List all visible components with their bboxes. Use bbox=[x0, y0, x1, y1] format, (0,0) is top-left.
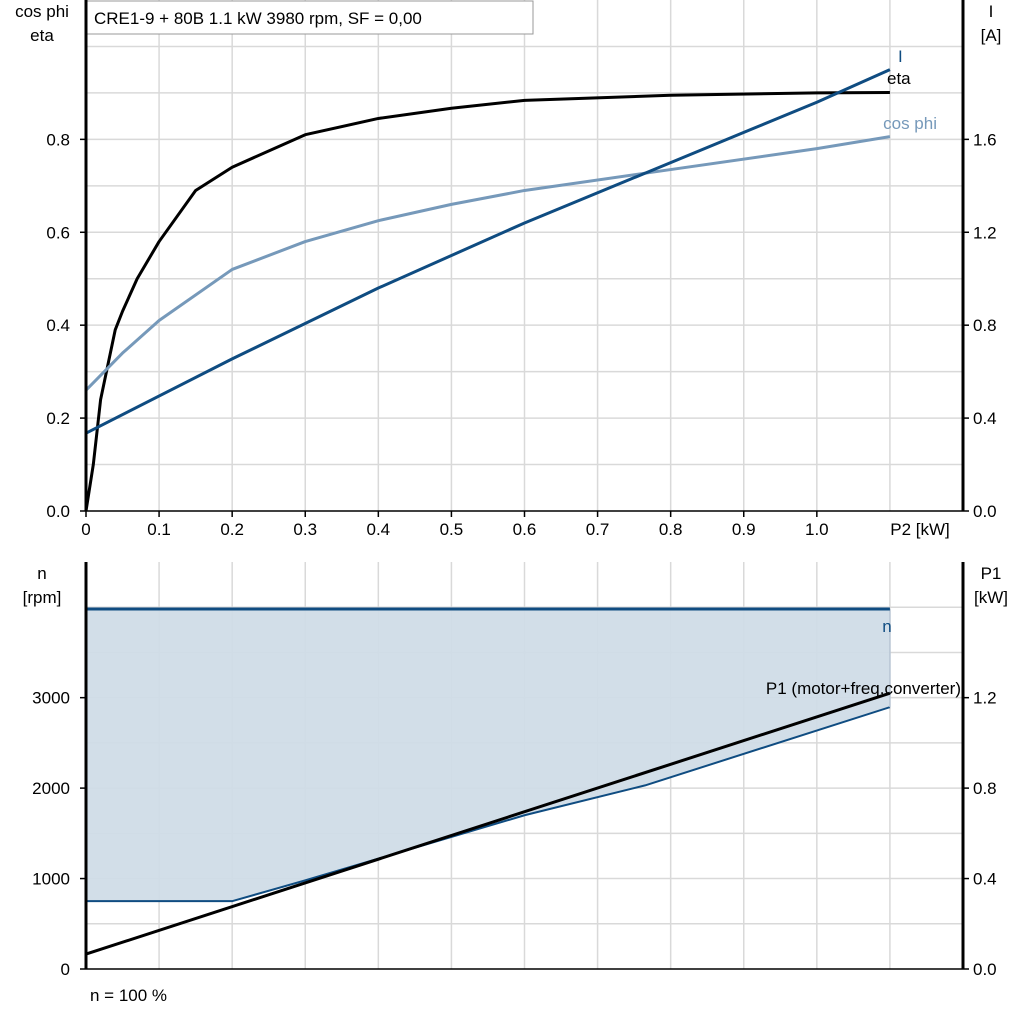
series-label-eta: eta bbox=[887, 69, 911, 88]
y-left-tick-label: 1000 bbox=[32, 870, 70, 889]
y-left-tick-label: 0.2 bbox=[46, 409, 70, 428]
y-right-tick-label: 1.2 bbox=[973, 223, 997, 242]
series-label-I: I bbox=[898, 47, 903, 66]
y-left-axis-label: cos phi bbox=[15, 2, 69, 21]
n-range-area bbox=[86, 609, 890, 902]
x-tick-label: 0.5 bbox=[440, 520, 464, 539]
y-right-axis-label: I bbox=[989, 2, 994, 21]
x-tick-label: 0.6 bbox=[513, 520, 537, 539]
x-tick-label: 0.4 bbox=[367, 520, 391, 539]
y-left-axis-label: eta bbox=[30, 26, 54, 45]
y-right-tick-label: 0.8 bbox=[973, 779, 997, 798]
title-box bbox=[86, 0, 534, 35]
series-line-eta bbox=[84, 90, 890, 512]
series-line-p1 bbox=[85, 691, 891, 956]
y-right-axis-label: P1 bbox=[981, 564, 1002, 583]
y-right-tick-label: 0.0 bbox=[973, 502, 997, 521]
x-tick-label: 0.8 bbox=[659, 520, 683, 539]
y-left-tick-label: 0.6 bbox=[46, 223, 70, 242]
x-tick-label: 0.9 bbox=[732, 520, 756, 539]
y-left-tick-label: 3000 bbox=[32, 689, 70, 708]
y-right-tick-label: 0.0 bbox=[973, 960, 997, 979]
x-tick-label: 0.2 bbox=[220, 520, 244, 539]
y-right-tick-label: 0.4 bbox=[973, 870, 997, 889]
y-left-tick-label: 2000 bbox=[32, 779, 70, 798]
x-tick-label: 0.1 bbox=[147, 520, 171, 539]
y-right-tick-label: 0.8 bbox=[973, 316, 997, 335]
y-left-tick-label: 0.4 bbox=[46, 316, 70, 335]
y-left-tick-label: 0.0 bbox=[46, 502, 70, 521]
y-right-axis-label: [kW] bbox=[974, 588, 1008, 607]
x-tick-label: 0.3 bbox=[293, 520, 317, 539]
y-left-axis-label: [rpm] bbox=[23, 588, 62, 607]
x-tick-label: 0 bbox=[81, 520, 90, 539]
series-label-n: n bbox=[882, 617, 891, 636]
y-right-tick-label: 0.4 bbox=[973, 409, 997, 428]
x-tick-label: 0.7 bbox=[586, 520, 610, 539]
series-label-p1: P1 (motor+freq.converter) bbox=[766, 679, 961, 698]
y-left-axis-label: n bbox=[37, 564, 46, 583]
x-axis-label: P2 [kW] bbox=[890, 520, 950, 539]
series-line-cos-phi bbox=[84, 135, 891, 392]
chart-title: CRE1-9 + 80B 1.1 kW 3980 rpm, SF = 0,00 bbox=[94, 9, 422, 28]
series-line-I bbox=[85, 68, 891, 435]
y-right-axis-label: [A] bbox=[981, 26, 1002, 45]
y-left-tick-label: 0 bbox=[61, 960, 70, 979]
y-right-tick-label: 1.2 bbox=[973, 689, 997, 708]
footnote: n = 100 % bbox=[90, 986, 167, 1005]
series-label-cos-phi: cos phi bbox=[883, 114, 937, 133]
y-right-tick-label: 1.6 bbox=[973, 130, 997, 149]
y-left-tick-label: 0.8 bbox=[46, 130, 70, 149]
x-tick-label: 1.0 bbox=[805, 520, 829, 539]
